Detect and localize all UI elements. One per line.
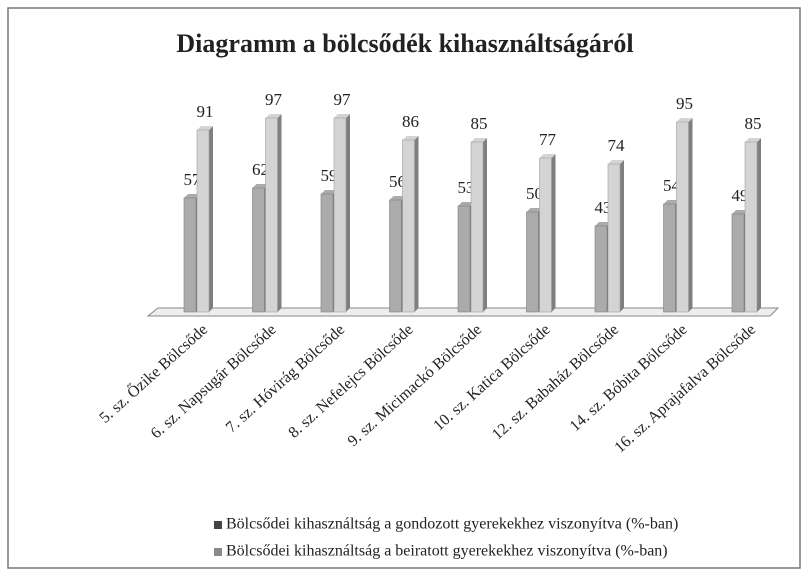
bar-side — [414, 136, 419, 312]
bar-side — [346, 114, 350, 312]
legend-swatch — [214, 548, 222, 556]
bar — [663, 203, 676, 313]
bar-top — [402, 136, 419, 140]
bar-top — [334, 114, 350, 118]
bar — [252, 187, 265, 313]
bar — [607, 163, 621, 313]
bar-top — [745, 138, 761, 142]
bar-top — [265, 114, 282, 118]
bar-top — [197, 126, 213, 130]
bar-top — [539, 154, 556, 158]
data-label: 53 — [458, 178, 475, 197]
bar-side — [757, 138, 761, 312]
bar-top — [526, 208, 543, 212]
bar-side — [551, 154, 556, 312]
bar-top — [595, 222, 611, 226]
data-label: 50 — [526, 184, 543, 203]
data-label: 74 — [608, 136, 626, 155]
data-label: 97 — [334, 90, 352, 109]
bar-side — [620, 160, 624, 312]
data-label: 77 — [539, 130, 557, 149]
bar-top — [458, 202, 474, 206]
bar — [389, 199, 402, 313]
bar-side — [483, 138, 487, 312]
data-label: 43 — [595, 198, 612, 217]
bar — [731, 213, 745, 313]
bar — [676, 121, 689, 313]
data-label: 56 — [389, 172, 406, 191]
bar-side — [688, 118, 693, 312]
bar-side — [209, 126, 213, 312]
chart-title: Diagramm a bölcsődék kihasználtságáról — [176, 29, 633, 58]
bar — [265, 117, 278, 313]
data-label: 86 — [402, 112, 419, 131]
bar — [526, 211, 539, 313]
data-label: 91 — [197, 102, 214, 121]
bar — [333, 117, 347, 313]
bar-top — [389, 196, 406, 200]
bar — [744, 141, 758, 313]
data-label: 57 — [184, 170, 202, 189]
bar — [183, 197, 197, 313]
bar — [470, 141, 484, 313]
bar — [402, 139, 415, 313]
data-label: 62 — [252, 160, 269, 179]
bar-top — [732, 210, 748, 214]
bar-top — [321, 190, 337, 194]
bar-top — [252, 184, 269, 188]
bar-top — [184, 194, 200, 198]
bar — [457, 205, 471, 313]
bar — [594, 225, 608, 313]
legend-label: Bölcsődei kihasználtság a beiratott gyer… — [226, 543, 668, 560]
bar-top — [676, 118, 693, 122]
data-label: 95 — [676, 94, 693, 113]
bar — [320, 193, 334, 313]
data-label: 59 — [321, 166, 338, 185]
data-label: 97 — [265, 90, 283, 109]
data-label: 54 — [663, 176, 681, 195]
bar — [196, 129, 210, 313]
data-label: 85 — [745, 114, 762, 133]
bar-top — [471, 138, 487, 142]
legend-swatch — [214, 521, 222, 529]
data-label: 49 — [732, 186, 749, 205]
bar — [539, 157, 552, 313]
bar-top — [608, 160, 624, 164]
legend-label: Bölcsődei kihasználtság a gondozott gyer… — [226, 516, 678, 533]
bar-side — [277, 114, 282, 312]
data-label: 85 — [471, 114, 488, 133]
bar-top — [663, 200, 680, 204]
